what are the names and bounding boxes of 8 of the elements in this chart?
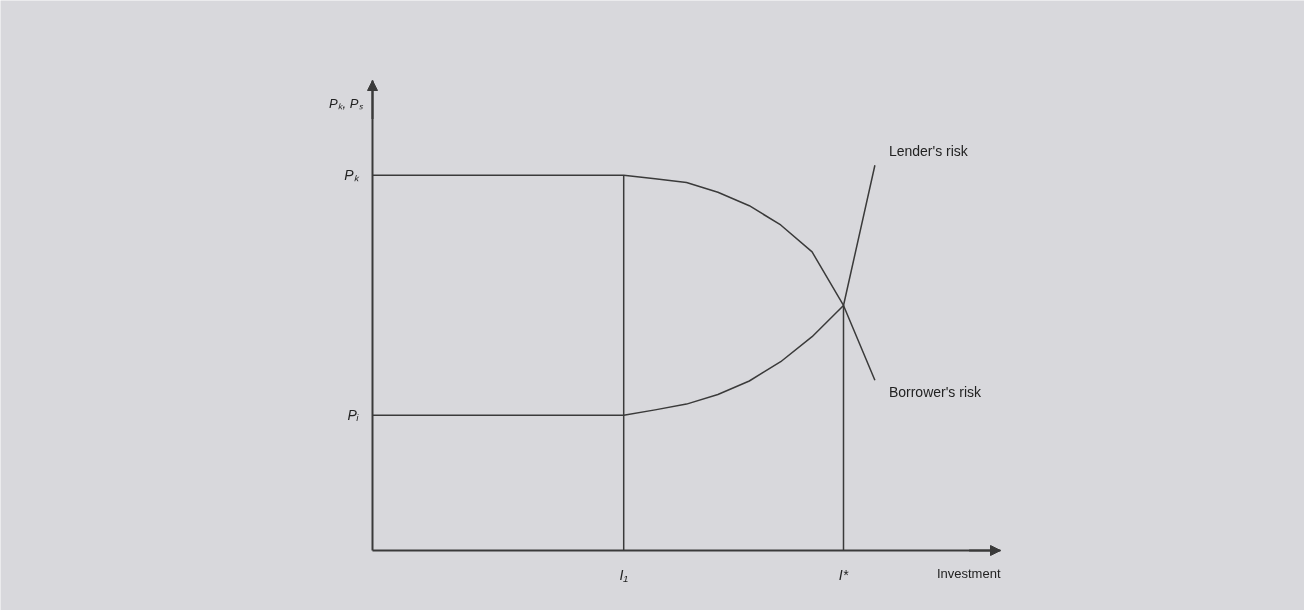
text: Pₖ (344, 167, 360, 184)
y-axis-title: Pₖ, Pₛ (328, 95, 364, 111)
x-tick-label: I* (838, 566, 849, 583)
text: Pᵢ (347, 407, 359, 424)
x-axis-title: Investment (936, 565, 1001, 581)
series-label: Lender's risk (888, 143, 969, 160)
x-tick-label: I₁ (619, 566, 629, 583)
series-label: Borrower's risk (888, 384, 983, 401)
